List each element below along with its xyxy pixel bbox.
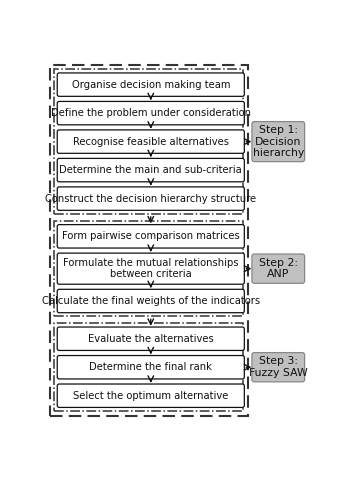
FancyBboxPatch shape (57, 384, 244, 407)
FancyBboxPatch shape (57, 158, 244, 182)
FancyBboxPatch shape (57, 356, 244, 379)
Text: Step 1:
Decision
hierarchy: Step 1: Decision hierarchy (253, 125, 304, 158)
Text: Calculate the final weights of the indicators: Calculate the final weights of the indic… (42, 296, 260, 306)
FancyBboxPatch shape (252, 352, 305, 382)
FancyBboxPatch shape (57, 253, 244, 284)
Text: Step 2:
ANP: Step 2: ANP (259, 258, 298, 280)
Text: Formulate the mutual relationships
between criteria: Formulate the mutual relationships betwe… (63, 258, 239, 280)
FancyBboxPatch shape (57, 327, 244, 350)
Bar (54, 69, 243, 214)
FancyBboxPatch shape (252, 254, 305, 284)
FancyBboxPatch shape (57, 290, 244, 312)
FancyBboxPatch shape (57, 130, 244, 154)
Text: Construct the decision hierarchy structure: Construct the decision hierarchy structu… (45, 194, 256, 203)
Bar (54, 324, 243, 411)
FancyBboxPatch shape (252, 122, 305, 162)
Text: Form pairwise comparison matrices: Form pairwise comparison matrices (62, 232, 240, 241)
Text: Evaluate the alternatives: Evaluate the alternatives (88, 334, 214, 344)
Text: Determine the final rank: Determine the final rank (89, 362, 212, 372)
FancyBboxPatch shape (57, 102, 244, 125)
FancyBboxPatch shape (57, 73, 244, 96)
FancyBboxPatch shape (57, 187, 244, 210)
Text: Organise decision making team: Organise decision making team (72, 80, 230, 90)
Text: Determine the main and sub-criteria: Determine the main and sub-criteria (59, 165, 242, 175)
FancyBboxPatch shape (57, 224, 244, 248)
Text: Step 3:
Fuzzy SAW: Step 3: Fuzzy SAW (249, 356, 308, 378)
Bar (54, 221, 243, 316)
Text: Select the optimum alternative: Select the optimum alternative (73, 390, 229, 400)
Bar (50, 64, 248, 416)
Text: Recognise feasible alternatives: Recognise feasible alternatives (73, 136, 229, 146)
Text: Define the problem under consideration: Define the problem under consideration (51, 108, 251, 118)
